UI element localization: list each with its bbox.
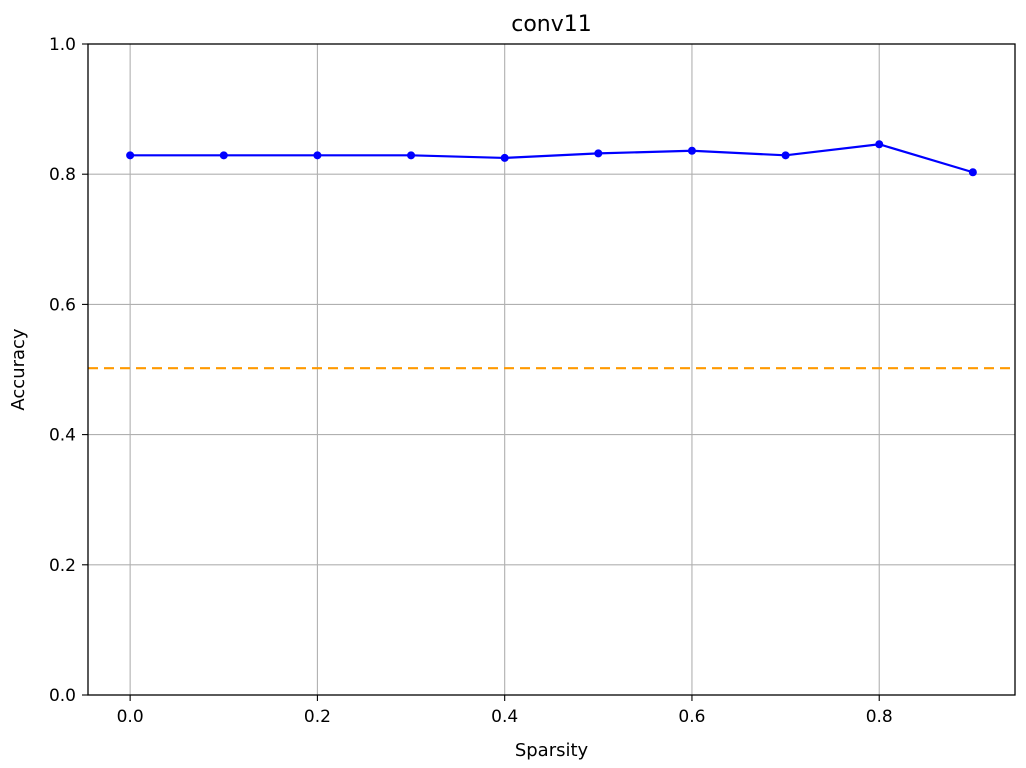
x-axis-label: Sparsity [515,740,589,761]
x-tick-label: 0.2 [304,707,331,727]
plot-frame [87,43,1016,696]
data-point [500,153,509,162]
data-point [126,151,135,160]
series-line [130,143,974,174]
data-point [875,140,884,149]
y-axis-label: Accuracy [8,328,29,411]
data-point [594,149,603,158]
x-tick-label: 0.4 [491,707,518,727]
y-tick-label: 0.0 [49,686,76,706]
data-point [781,151,790,160]
data-point [313,151,322,160]
x-tick-label: 0.0 [117,707,144,727]
y-tick-label: 1.0 [49,35,76,55]
data-point [407,151,416,160]
data-point [968,168,977,177]
x-tick-label: 0.8 [866,707,893,727]
data-point [687,146,696,155]
grid [88,43,1015,696]
y-tick-label: 0.8 [49,165,76,185]
y-tick-label: 0.6 [49,295,76,315]
chart-title: conv11 [511,12,592,37]
series [126,140,977,177]
data-point [219,151,228,160]
x-axis-ticks: 0.0 0.2 0.4 0.6 0.8 [117,695,893,727]
y-tick-label: 0.2 [49,556,76,576]
y-tick-label: 0.4 [49,426,76,446]
y-axis-ticks: 0.0 0.2 0.4 0.6 0.8 1.0 [49,35,88,706]
x-tick-label: 0.6 [678,707,705,727]
